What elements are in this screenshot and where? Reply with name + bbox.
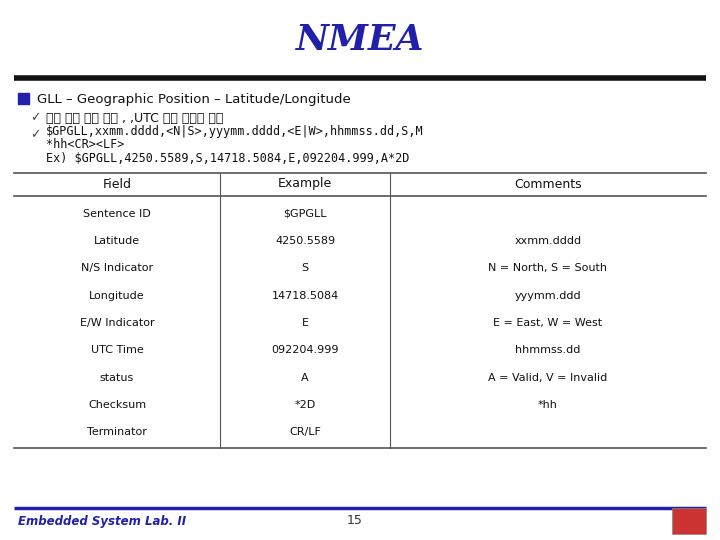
Text: NMEA: NMEA	[296, 23, 424, 57]
Text: *2D: *2D	[294, 400, 315, 410]
Text: yyymm.ddd: yyymm.ddd	[515, 291, 581, 301]
Text: 14718.5084: 14718.5084	[271, 291, 338, 301]
Text: Field: Field	[102, 178, 132, 191]
Text: Comments: Comments	[514, 178, 582, 191]
FancyBboxPatch shape	[672, 508, 706, 534]
Text: E: E	[302, 318, 308, 328]
Text: Sentence ID: Sentence ID	[83, 208, 151, 219]
Text: 4250.5589: 4250.5589	[275, 236, 335, 246]
Text: Ex) $GPGLL,4250.5589,S,14718.5084,E,092204.999,A*2D: Ex) $GPGLL,4250.5589,S,14718.5084,E,0922…	[46, 152, 410, 165]
Text: N/S Indicator: N/S Indicator	[81, 264, 153, 273]
Text: status: status	[100, 373, 134, 383]
Text: UTC Time: UTC Time	[91, 346, 143, 355]
Text: *hh: *hh	[538, 400, 558, 410]
Text: *hh<CR><LF>: *hh<CR><LF>	[46, 138, 125, 151]
Bar	[18, 93, 29, 104]
Text: Longitude: Longitude	[89, 291, 145, 301]
Text: E = East, W = West: E = East, W = West	[493, 318, 603, 328]
Text: ✓: ✓	[30, 129, 40, 141]
Text: E/W Indicator: E/W Indicator	[80, 318, 154, 328]
Text: 092204.999: 092204.999	[271, 346, 338, 355]
Text: 위도 경도 시간 등의 , ,UTC 정보 데이터 표현: 위도 경도 시간 등의 , ,UTC 정보 데이터 표현	[46, 111, 223, 125]
Text: 15: 15	[347, 515, 363, 528]
Text: xxmm.dddd: xxmm.dddd	[514, 236, 582, 246]
Text: N = North, S = South: N = North, S = South	[488, 264, 608, 273]
Text: Checksum: Checksum	[88, 400, 146, 410]
Text: GLL – Geographic Position – Latitude/Longitude: GLL – Geographic Position – Latitude/Lon…	[37, 92, 351, 105]
Text: hhmmss.dd: hhmmss.dd	[516, 346, 581, 355]
Text: ✓: ✓	[30, 111, 40, 125]
Text: S: S	[302, 264, 309, 273]
Text: Example: Example	[278, 178, 332, 191]
Text: $GPGLL: $GPGLL	[283, 208, 327, 219]
Text: Latitude: Latitude	[94, 236, 140, 246]
Text: Embedded System Lab. II: Embedded System Lab. II	[18, 515, 186, 528]
Text: CR/LF: CR/LF	[289, 427, 321, 437]
Text: A = Valid, V = Invalid: A = Valid, V = Invalid	[488, 373, 608, 383]
Text: Terminator: Terminator	[87, 427, 147, 437]
Text: $GPGLL,xxmm.dddd,<N|S>,yyymm.dddd,<E|W>,hhmmss.dd,S,M: $GPGLL,xxmm.dddd,<N|S>,yyymm.dddd,<E|W>,…	[46, 125, 423, 138]
Text: A: A	[301, 373, 309, 383]
